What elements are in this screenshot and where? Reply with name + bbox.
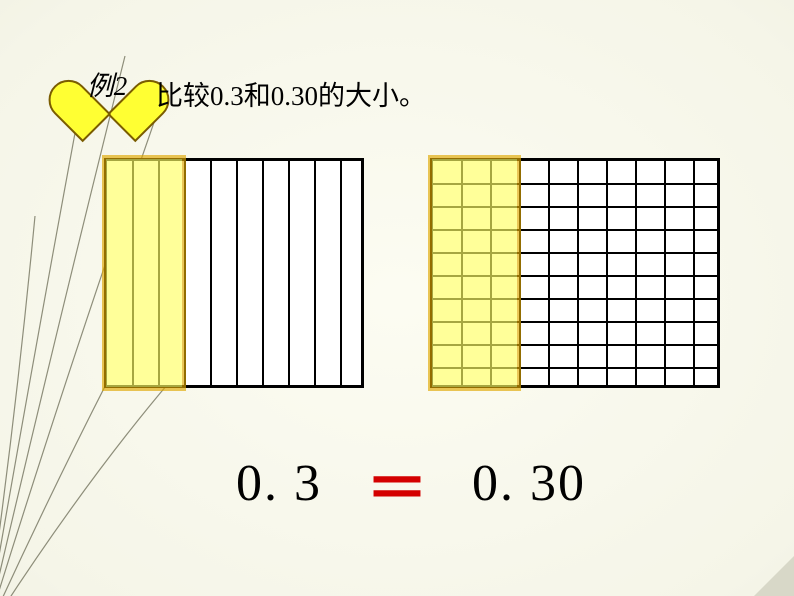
example-badge-label: 例2 (72, 64, 142, 103)
equation-operator: ＝ (366, 438, 428, 528)
tenths-grid (104, 158, 364, 388)
right-grid-panel (430, 158, 720, 388)
example-badge: 例2 (72, 54, 142, 117)
left-grid-panel (104, 158, 364, 388)
shaded-region (428, 155, 521, 391)
equation-row: 0. 3 ＝ 0. 30 (0, 438, 794, 528)
prompt-text: 比较0.3和0.30的大小。 (156, 74, 426, 113)
equation-left: 0. 3 (122, 454, 322, 513)
page-corner-fold (754, 556, 794, 596)
shaded-region (102, 155, 186, 391)
equation-right: 0. 30 (472, 454, 672, 513)
hundredths-grid (430, 158, 720, 388)
